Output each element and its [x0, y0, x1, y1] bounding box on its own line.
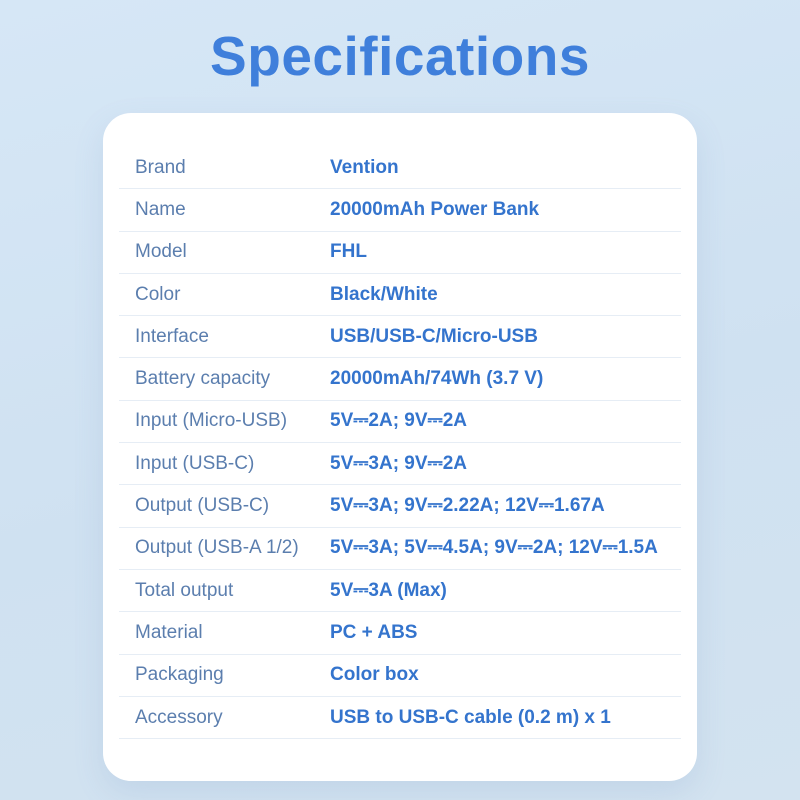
spec-label: Model — [135, 241, 187, 263]
spec-value: PC + ABS — [330, 621, 418, 643]
spec-label: Brand — [135, 156, 186, 178]
spec-label: Output (USB-C) — [135, 495, 270, 517]
spec-row: Output (USB-C) 5V⎓3A; 9V⎓2.22A; 12V⎓1.67… — [119, 485, 681, 528]
spec-label: Accessory — [135, 706, 223, 728]
spec-value: Black/White — [330, 283, 438, 305]
spec-label: Material — [135, 621, 203, 643]
spec-row: Input (USB-C) 5V⎓3A; 9V⎓2A — [119, 443, 681, 486]
spec-table: Brand Vention Name 20000mAh Power Bank M… — [119, 147, 681, 740]
spec-row: Name 20000mAh Power Bank — [119, 189, 681, 232]
spec-row: Model FHL — [119, 232, 681, 274]
spec-label: Output (USB-A 1/2) — [135, 537, 299, 559]
spec-value: 5V⎓2A; 9V⎓2A — [330, 410, 467, 432]
spec-label: Name — [135, 198, 186, 220]
spec-value: 20000mAh/74Wh (3.7 V) — [330, 368, 544, 390]
spec-value: 5V⎓3A; 9V⎓2A — [330, 452, 467, 474]
spec-label: Packaging — [135, 664, 224, 686]
spec-row: Material PC + ABS — [119, 612, 681, 655]
spec-label: Input (Micro-USB) — [135, 410, 288, 432]
spec-value: 5V⎓3A; 9V⎓2.22A; 12V⎓1.67A — [330, 495, 605, 517]
spec-label: Input (USB-C) — [135, 452, 255, 474]
page-title: Specifications — [210, 25, 590, 87]
spec-row: Input (Micro-USB) 5V⎓2A; 9V⎓2A — [119, 401, 681, 444]
spec-value: USB/USB-C/Micro-USB — [330, 325, 538, 347]
spec-label: Interface — [135, 325, 209, 347]
spec-value: 5V⎓3A; 5V⎓4.5A; 9V⎓2A; 12V⎓1.5A — [330, 537, 658, 559]
spec-value: USB to USB-C cable (0.2 m) x 1 — [330, 706, 611, 728]
spec-row: Total output 5V⎓3A (Max) — [119, 570, 681, 613]
spec-value: 20000mAh Power Bank — [330, 198, 540, 220]
spec-row: Brand Vention — [119, 147, 681, 190]
spec-value: Color box — [330, 664, 419, 686]
spec-row: Output (USB-A 1/2) 5V⎓3A; 5V⎓4.5A; 9V⎓2A… — [119, 528, 681, 570]
spec-row: Packaging Color box — [119, 655, 681, 697]
spec-label: Battery capacity — [135, 368, 271, 390]
spec-label: Color — [135, 283, 181, 305]
spec-value: Vention — [330, 156, 399, 178]
spec-row: Color Black/White — [119, 274, 681, 317]
spec-row: Interface USB/USB-C/Micro-USB — [119, 316, 681, 359]
spec-card: Brand Vention Name 20000mAh Power Bank M… — [103, 113, 697, 781]
spec-row: Battery capacity 20000mAh/74Wh (3.7 V) — [119, 358, 681, 401]
spec-label: Total output — [135, 579, 234, 601]
spec-row: Accessory USB to USB-C cable (0.2 m) x 1 — [119, 697, 681, 740]
spec-value: 5V⎓3A (Max) — [330, 579, 447, 601]
spec-value: FHL — [330, 241, 367, 263]
